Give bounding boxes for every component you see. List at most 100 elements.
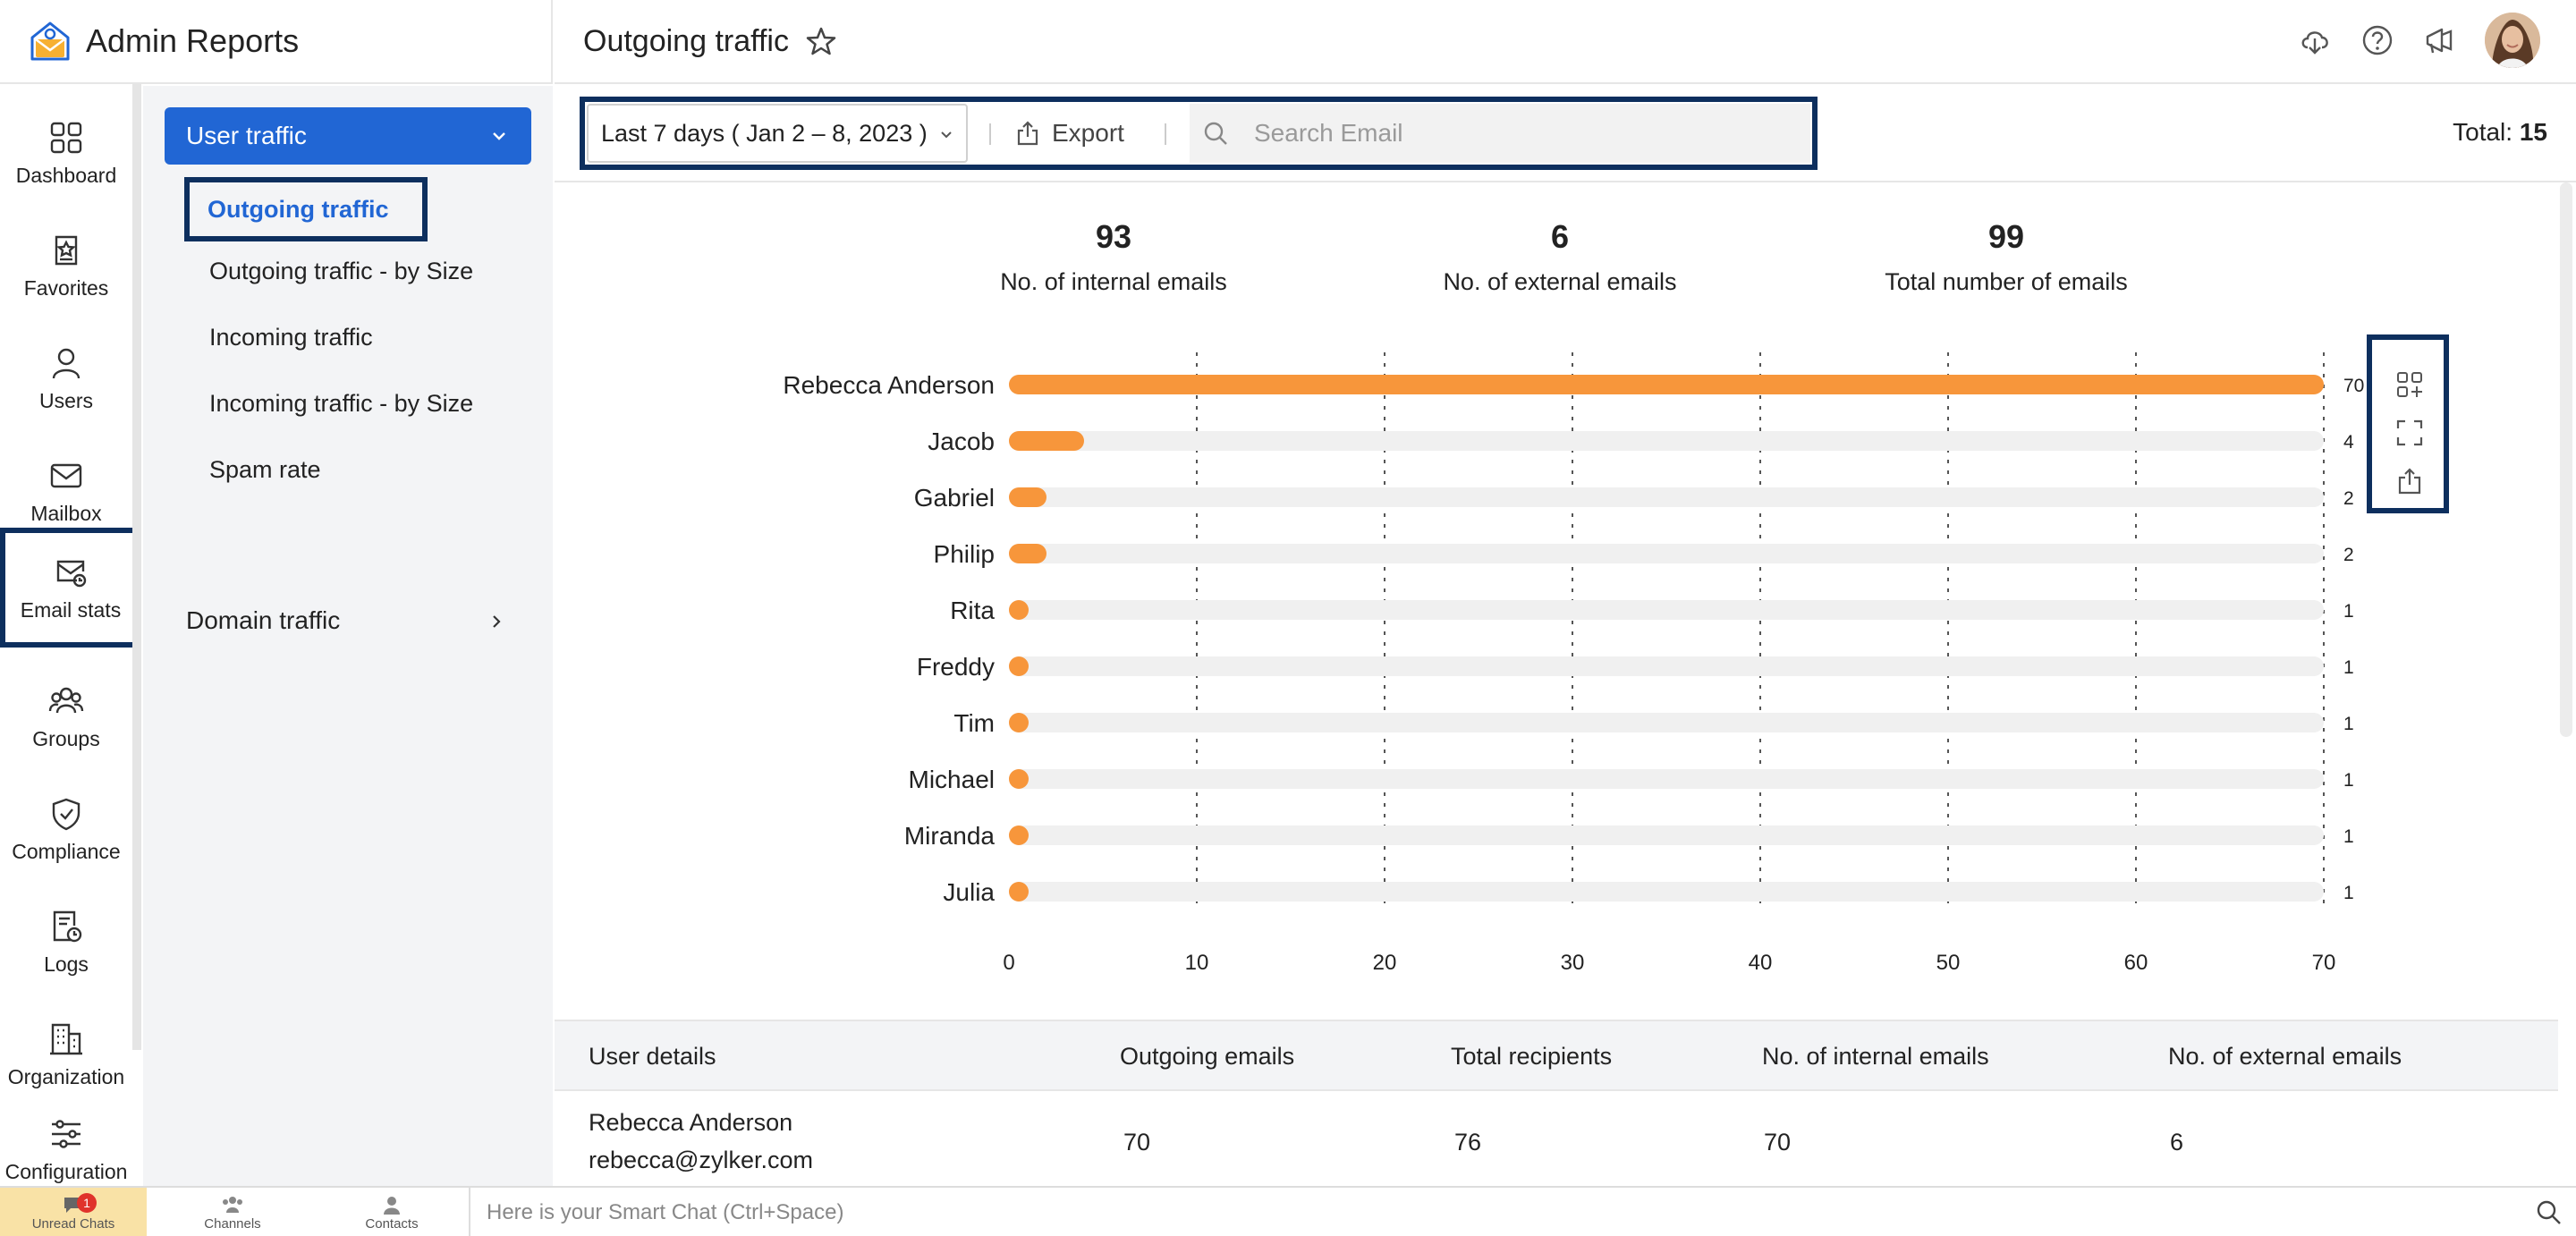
subnav-item-outgoing-traffic[interactable]: Outgoing traffic	[184, 177, 428, 241]
bar-track	[1009, 600, 2324, 620]
user-name: Rebecca Anderson	[589, 1109, 793, 1136]
contacts-label: Contacts	[365, 1215, 419, 1232]
user-email: rebecca@zylker.com	[589, 1147, 813, 1173]
data-label: 1	[2343, 714, 2354, 734]
fullscreen-icon[interactable]	[2395, 419, 2424, 447]
rail-label: Logs	[44, 952, 89, 976]
date-range-value: Last 7 days ( Jan 2 – 8, 2023 )	[601, 119, 928, 147]
share-icon[interactable]	[2395, 467, 2424, 495]
user-icon	[52, 348, 80, 378]
smart-chat-field[interactable]	[469, 1188, 2522, 1236]
bar-track	[1009, 769, 2324, 789]
subnav-item-outgoing-by-size[interactable]: Outgoing traffic - by Size	[209, 258, 474, 284]
search-email-input[interactable]	[1254, 119, 1791, 148]
smart-chat-input[interactable]	[487, 1200, 1739, 1225]
rail-label: Organization	[7, 1064, 125, 1088]
stat-value: 6	[1550, 218, 1570, 255]
date-range-select[interactable]: Last 7 days ( Jan 2 – 8, 2023 )	[587, 104, 968, 163]
rail-item-favorites[interactable]: Favorites	[0, 209, 132, 322]
stat-label: No. of external emails	[1443, 268, 1677, 295]
unread-chats-label: Unread Chats	[31, 1215, 115, 1232]
search-icon	[1204, 122, 1227, 145]
user-avatar[interactable]	[2485, 13, 2540, 68]
favorite-star-icon[interactable]	[805, 25, 837, 57]
subnav-item-spam-rate[interactable]: Spam rate	[209, 456, 321, 483]
external-count: 6	[2170, 1129, 2184, 1156]
category-label: Rebecca Anderson	[783, 371, 995, 399]
unread-badge: 1	[77, 1193, 97, 1213]
help-icon[interactable]	[2360, 22, 2395, 58]
bar-track	[1009, 882, 2324, 902]
sliders-icon	[52, 1119, 80, 1148]
x-tick-label: 70	[2312, 951, 2336, 975]
rail-label: Users	[38, 388, 94, 412]
rail-item-groups[interactable]: Groups	[0, 660, 132, 773]
main-scrollbar[interactable]	[2560, 182, 2572, 737]
chevron-down-icon	[941, 131, 952, 139]
rail-scrollbar[interactable]	[132, 84, 141, 1050]
rail-item-mailbox[interactable]: Mailbox	[0, 435, 132, 547]
bottom-chat-bar: Unread Chats 1 Channels Contacts	[0, 1186, 2576, 1236]
category-label: Freddy	[917, 653, 995, 681]
bar-track	[1009, 487, 2324, 507]
stat-label: No. of internal emails	[1000, 268, 1227, 295]
chevron-right-icon[interactable]	[488, 614, 504, 630]
bar	[1009, 825, 1029, 845]
icon-rail: Dashboard Favorites Users Mailbox E	[0, 84, 141, 1186]
data-label: 2	[2343, 488, 2354, 509]
subnav-item-incoming-by-size[interactable]: Incoming traffic - by Size	[209, 390, 474, 417]
rail-item-dashboard[interactable]: Dashboard	[0, 97, 132, 209]
channels-label: Channels	[204, 1215, 261, 1232]
x-tick-label: 0	[1003, 951, 1014, 975]
total-value: 15	[2519, 118, 2547, 146]
announcement-icon[interactable]	[2422, 22, 2458, 58]
channels-button[interactable]: Channels	[161, 1188, 304, 1236]
rail-label: Mailbox	[30, 501, 102, 525]
bar	[1009, 713, 1029, 732]
admin-reports-logo	[30, 21, 70, 61]
user-traffic-group[interactable]: User traffic	[165, 107, 531, 165]
data-label: 1	[2343, 601, 2354, 622]
data-label: 1	[2343, 770, 2354, 791]
search-icon[interactable]	[2535, 1198, 2563, 1227]
filter-bar: Last 7 days ( Jan 2 – 8, 2023 ) Export	[555, 86, 2576, 182]
favorites-icon	[55, 235, 78, 265]
contacts-button[interactable]: Contacts	[320, 1188, 463, 1236]
domain-traffic-group[interactable]: Domain traffic	[186, 606, 341, 634]
shield-icon	[52, 798, 80, 830]
outgoing-count: 70	[1123, 1129, 1151, 1156]
report-subnav: User traffic Outgoing traffic Outgoing t…	[143, 86, 553, 1186]
brand-header: Admin Reports	[0, 0, 553, 84]
bar-track	[1009, 431, 2324, 451]
bar-track	[1009, 544, 2324, 563]
mailbox-icon	[50, 463, 82, 487]
rail-item-logs[interactable]: Logs	[0, 885, 132, 998]
rail-item-users[interactable]: Users	[0, 322, 132, 435]
chevron-down-icon	[493, 132, 505, 140]
category-label: Tim	[953, 709, 995, 737]
export-button[interactable]: Export	[1014, 111, 1124, 156]
x-tick-label: 20	[1373, 951, 1397, 975]
topbar-actions	[2297, 13, 2540, 68]
rail-item-configuration[interactable]: Configuration	[0, 1093, 132, 1206]
bar	[1009, 769, 1029, 789]
bar-track	[1009, 713, 2324, 732]
page-title: Outgoing traffic	[583, 23, 789, 58]
rail-item-organization[interactable]: Organization	[0, 998, 132, 1111]
divider	[1165, 123, 1166, 145]
add-widget-icon[interactable]	[2395, 370, 2424, 399]
rail-label: Configuration	[4, 1159, 128, 1183]
rail-label: Dashboard	[15, 163, 117, 187]
column-header: Outgoing emails	[1120, 1043, 1295, 1070]
filter-group: Last 7 days ( Jan 2 – 8, 2023 ) Export	[580, 97, 1818, 170]
building-icon	[50, 1023, 82, 1054]
rail-label: Email stats	[20, 597, 122, 622]
unread-chats-button[interactable]: Unread Chats 1	[0, 1188, 147, 1236]
subnav-item-incoming-traffic[interactable]: Incoming traffic	[209, 324, 373, 351]
column-header: No. of external emails	[2168, 1043, 2402, 1070]
table-row[interactable]: Rebecca Anderson rebecca@zylker.com 70 7…	[555, 1089, 2558, 1186]
search-field[interactable]	[1190, 104, 1810, 163]
bar	[1009, 487, 1046, 507]
download-icon[interactable]	[2297, 22, 2333, 58]
rail-item-compliance[interactable]: Compliance	[0, 773, 132, 885]
